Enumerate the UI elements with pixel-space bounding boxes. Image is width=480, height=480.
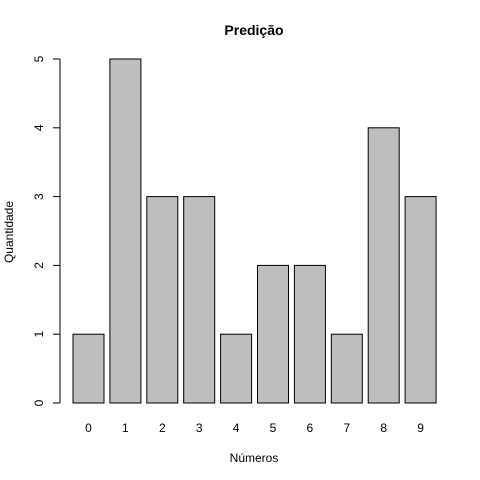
y-tick-label: 5 [32, 55, 46, 62]
bar-2 [146, 196, 179, 404]
y-tick-label: 1 [32, 331, 46, 338]
y-axis-label: Quantidade [2, 201, 16, 263]
x-tick-labels: 0 1 2 3 4 5 6 7 8 9 [85, 421, 424, 435]
x-tick-label: 6 [307, 421, 314, 435]
x-tick-label: 4 [233, 421, 240, 435]
y-tick-label: 3 [32, 193, 46, 200]
x-tick-label: 1 [122, 421, 129, 435]
x-tick-label: 0 [85, 421, 92, 435]
y-tick-label: 0 [32, 399, 46, 406]
y-tick-label: 4 [32, 124, 46, 131]
x-tick-label: 2 [159, 421, 166, 435]
x-tick-label: 5 [270, 421, 277, 435]
bar-1 [109, 58, 142, 404]
x-tick-label: 3 [196, 421, 203, 435]
x-axis-label: Números [230, 451, 279, 465]
bar-7 [330, 333, 363, 404]
x-tick-label: 7 [343, 421, 350, 435]
x-tick-label: 9 [417, 421, 424, 435]
bar-8 [367, 127, 400, 404]
x-tick-label: 8 [380, 421, 387, 435]
bar-6 [293, 264, 326, 404]
bar-5 [257, 264, 289, 404]
bars-group [72, 58, 437, 404]
bar-0 [72, 333, 105, 404]
bar-4 [220, 333, 253, 404]
y-axis: 0 1 2 3 4 5 [32, 55, 61, 406]
y-tick-label: 2 [32, 262, 46, 269]
chart-title: Predição [224, 22, 283, 38]
bar-3 [183, 196, 216, 404]
bar-9 [404, 196, 437, 404]
